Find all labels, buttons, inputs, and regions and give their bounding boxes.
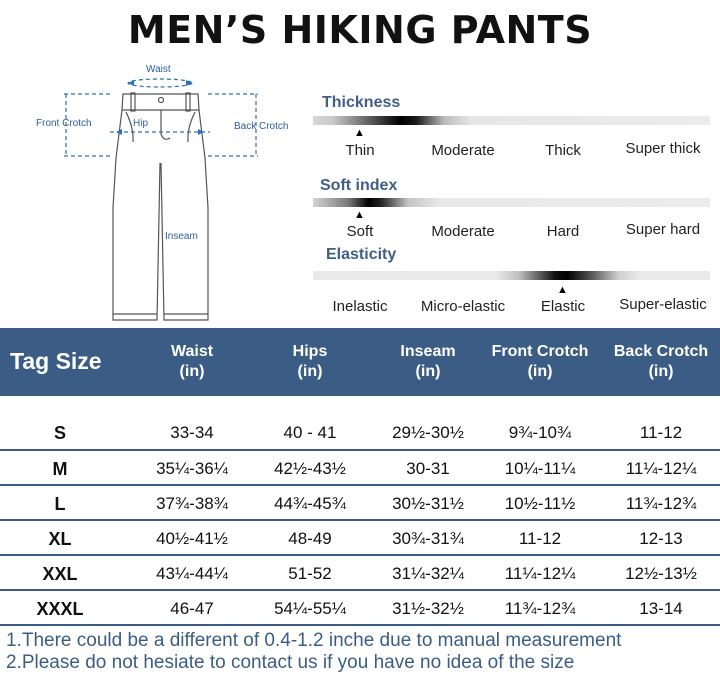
front-crotch-cell: 9¾-10¾ (508, 423, 572, 442)
inseam-cell: 30¾-31¾ (392, 529, 464, 548)
front-crotch-cell: 11¼-12¼ (504, 564, 576, 583)
hips-cell: 54¼-55¼ (274, 599, 346, 618)
back-crotch-label: Back Crotch (234, 121, 289, 132)
hips-cell: 51-52 (288, 564, 332, 583)
column-header-waist: Waist (in) (170, 343, 214, 380)
thickness-option: Super thick (625, 140, 701, 157)
size-cell: XL (48, 529, 72, 549)
waist-cell: 46-47 (170, 599, 214, 618)
thickness-option: Thick (545, 142, 581, 159)
inseam-label: Inseam (165, 231, 198, 242)
waist-cell: 37¾-38¾ (156, 494, 228, 513)
soft-index-option: Super hard (625, 221, 701, 238)
hips-cell: 42½-43½ (274, 459, 346, 478)
hips-cell: 48-49 (288, 529, 332, 548)
back-crotch-cell: 11-12 (639, 423, 683, 442)
inseam-cell: 31½-32½ (392, 599, 464, 618)
size-table-header: Tag Size Waist (in) Hips (in) Inseam (in) F… (0, 328, 720, 396)
column-header-inseam: Inseam (in) (400, 343, 456, 380)
hips-cell: 44¾-45¾ (274, 494, 346, 513)
thickness-option: Thin (345, 142, 375, 159)
row-divider (0, 554, 720, 556)
elasticity-marker-icon: ▲ (557, 284, 568, 296)
table-row: XXXL 46-47 54¼-55¼ 31½-32½ 11¾-12¾ 13-14 (0, 590, 720, 626)
row-divider (0, 519, 720, 521)
waist-cell: 40½-41½ (156, 529, 228, 548)
waist-cell: 43¼-44¼ (156, 564, 228, 583)
front-crotch-cell: 10½-11½ (504, 494, 576, 513)
thickness-bar (313, 116, 710, 125)
row-divider (0, 484, 720, 486)
row-divider (0, 449, 720, 451)
size-cell: S (53, 423, 67, 443)
pants-outline-illustration (64, 78, 258, 321)
row-divider (0, 624, 720, 626)
table-row: XXL 43¼-44¼ 51-52 31¼-32¼ 11¼-12¼ 12½-13… (0, 555, 720, 591)
waist-label: Waist (146, 64, 171, 75)
back-crotch-cell: 13-14 (639, 599, 683, 618)
soft-index-title: Soft index (320, 177, 398, 194)
pants-diagram: Waist Front Crotch Hip Back Crotch Insea… (0, 58, 310, 328)
front-crotch-cell: 10¼-11¼ (504, 459, 576, 478)
table-row: S 33-34 40 - 41 29½-30½ 9¾-10¾ 11-12 (0, 414, 720, 450)
soft-index-option: Hard (546, 223, 580, 240)
thickness-option: Moderate (431, 142, 495, 159)
column-header-front-crotch: Front Crotch (in) (491, 343, 589, 380)
table-row: M 35¼-36¼ 42½-43½ 30-31 10¼-11¼ 11¼-12¼ (0, 450, 720, 486)
back-crotch-cell: 12-13 (639, 529, 683, 548)
note-line: 1.There could be a different of 0.4-1.2 … (6, 630, 622, 651)
back-crotch-cell: 11¾-12¾ (625, 494, 697, 513)
front-crotch-cell: 11¾-12¾ (504, 599, 576, 618)
size-cell: XXXL (36, 599, 84, 619)
elasticity-option: Elastic (540, 298, 586, 315)
hips-cell: 40 - 41 (283, 423, 337, 442)
note-line: 2.Please do not hesiate to contact us if… (6, 652, 575, 673)
hip-label: Hip (133, 118, 149, 129)
soft-index-marker-icon: ▲ (354, 209, 365, 221)
elasticity-title: Elasticity (326, 246, 397, 263)
table-row: L 37¾-38¾ 44¾-45¾ 30½-31½ 10½-11½ 11¾-12… (0, 485, 720, 521)
table-row: XL 40½-41½ 48-49 30¾-31¾ 11-12 12-13 (0, 520, 720, 556)
front-crotch-cell: 11-12 (518, 529, 562, 548)
elasticity-option: Micro-elastic (420, 298, 506, 315)
waist-cell: 35¼-36¼ (156, 459, 228, 478)
tag-size-header: Tag Size (10, 348, 102, 374)
elasticity-bar (313, 271, 710, 280)
size-cell: M (52, 459, 68, 479)
inseam-cell: 30-31 (406, 459, 450, 478)
inseam-cell: 31¼-32¼ (392, 564, 464, 583)
front-crotch-label: Front Crotch (36, 118, 92, 129)
thickness-title: Thickness (322, 94, 401, 111)
inseam-cell: 29½-30½ (392, 423, 464, 442)
elasticity-option: Super-elastic (619, 296, 707, 313)
size-cell: XXL (42, 564, 78, 584)
row-divider (0, 589, 720, 591)
thickness-marker-icon: ▲ (354, 127, 365, 139)
soft-index-bar (313, 198, 710, 207)
column-header-hips: Hips (in) (292, 343, 328, 380)
waist-cell: 33-34 (170, 423, 214, 442)
elasticity-option: Inelastic (332, 298, 388, 315)
soft-index-option: Moderate (431, 223, 495, 240)
size-cell: L (54, 494, 66, 514)
soft-index-option: Soft (346, 223, 374, 240)
page-title: MEN’S HIKING PANTS (127, 8, 593, 52)
back-crotch-cell: 11¼-12¼ (625, 459, 697, 478)
back-crotch-cell: 12½-13½ (625, 564, 697, 583)
inseam-cell: 30½-31½ (392, 494, 464, 513)
column-header-back-crotch: Back Crotch (in) (613, 343, 709, 380)
